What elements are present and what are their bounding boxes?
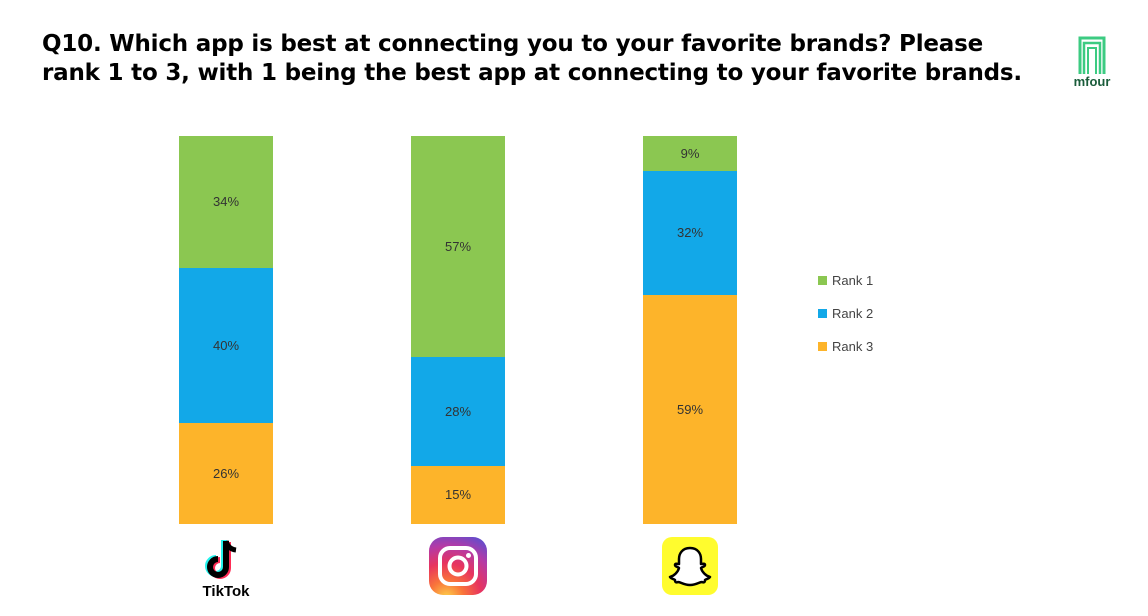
legend-item-rank-2: Rank 2 [818,297,873,330]
legend-label: Rank 2 [832,306,874,321]
bar-segment-rank-1: 34% [179,136,273,268]
legend: Rank 1 Rank 2 Rank 3 [818,264,873,363]
legend-item-rank-3: Rank 3 [818,330,873,363]
chart-title: Q10. Which app is best at connecting you… [42,30,1022,88]
bar-segment-rank-2: 28% [411,357,505,466]
instagram-logo-icon [428,536,488,596]
legend-swatch [818,342,827,351]
bar-segment-rank-1: 9% [643,136,737,171]
bar-segment-rank-2: 32% [643,170,737,296]
bar-snapchat: 9% 32% 59% [643,136,737,524]
bar-segment-rank-1: 57% [411,136,505,358]
bar-segment-rank-3: 15% [411,465,505,524]
bar-instagram: 57% 28% 15% [411,136,505,524]
snapchat-logo-icon [661,536,719,596]
legend-label: Rank 3 [832,339,874,354]
bar-segment-rank-3: 26% [179,423,273,524]
legend-item-rank-1: Rank 1 [818,264,873,297]
tiktok-logo-icon: TikTok [196,535,256,605]
tiktok-label: TikTok [202,583,250,600]
bar-segment-rank-2: 40% [179,267,273,424]
logo-text: mfour [1073,74,1111,89]
title-line-2: rank 1 to 3, with 1 being the best app a… [42,60,1022,86]
arch-icon [1078,36,1106,74]
legend-label: Rank 1 [832,273,874,288]
mfour-logo: mfour [1068,36,1116,90]
legend-swatch [818,276,827,285]
title-line-1: Q10. Which app is best at connecting you… [42,31,983,57]
legend-swatch [818,309,827,318]
bar-segment-rank-3: 59% [643,295,737,524]
bar-tiktok: 34% 40% 26% [179,136,273,524]
